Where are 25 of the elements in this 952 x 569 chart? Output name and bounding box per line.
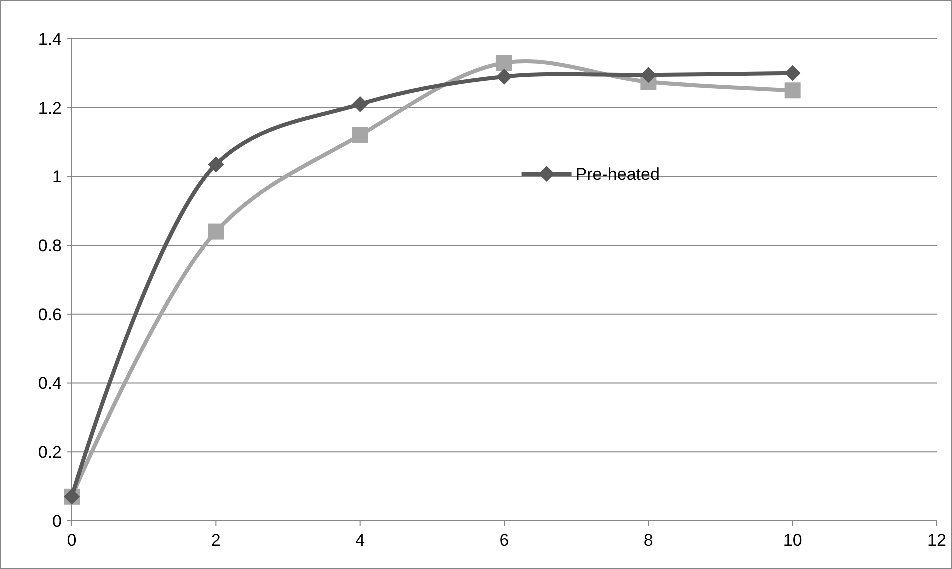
point (784, 82, 801, 99)
x-tick-label: 6 (500, 531, 510, 550)
y-tick-label: 0.6 (38, 305, 62, 324)
y-tick-label: 0.8 (38, 236, 62, 256)
y-tick-label: 0.4 (38, 374, 62, 394)
legend-label: Pre-heated (576, 164, 660, 184)
point (208, 156, 224, 173)
y-tick-label: 1 (52, 168, 62, 187)
point (496, 68, 512, 85)
point (640, 67, 657, 84)
point (784, 65, 801, 82)
point (352, 127, 368, 144)
y-tick-label: 1.2 (38, 98, 62, 118)
y-tick-label: 0 (52, 512, 62, 531)
x-tick-label: 4 (356, 531, 366, 550)
y-tick-label: 1.4 (38, 30, 62, 49)
x-tick-label: 2 (211, 531, 221, 550)
y-tick-label: 0.2 (38, 443, 62, 462)
point (496, 55, 512, 72)
x-tick-label: 0 (67, 531, 77, 550)
x-tick-label: 10 (783, 531, 802, 550)
x-tick-label: 8 (644, 531, 654, 550)
point (208, 224, 224, 240)
x-tick-label: 12 (928, 531, 946, 550)
point (352, 96, 368, 112)
